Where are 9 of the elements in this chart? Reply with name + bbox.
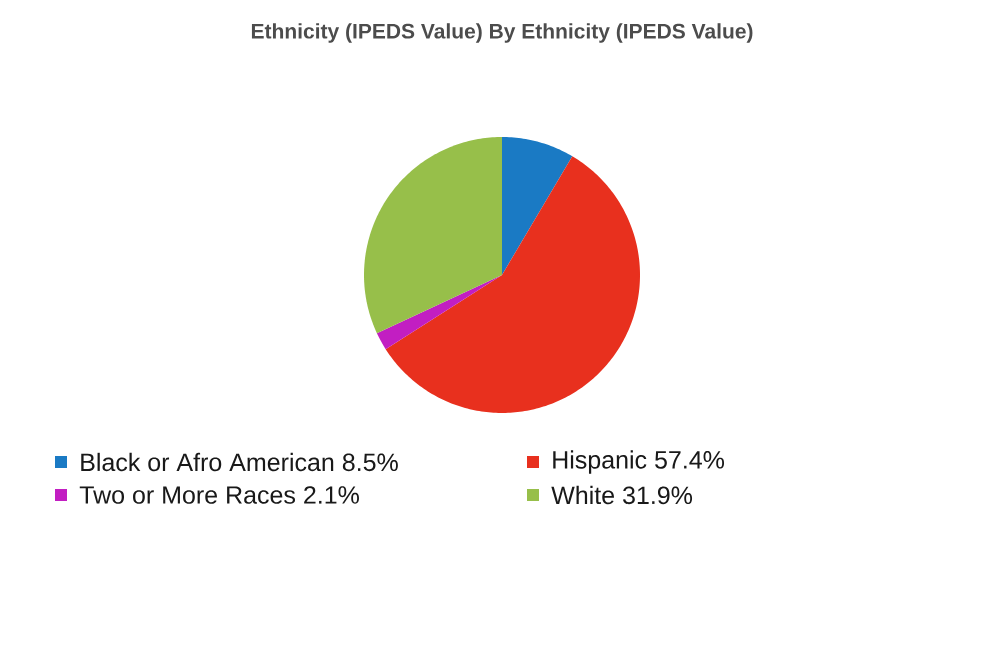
data-label: 57.4%	[655, 451, 725, 469]
legend-label: Hispanic	[553, 450, 647, 474]
data-label: 2.1%	[304, 486, 359, 504]
legend-label: White	[551, 485, 614, 505]
data-label: 8.5%	[342, 453, 398, 472]
chart-title: Ethnicity (IPEDS Value) By Ethnicity (IPEDS Value)	[251, 23, 753, 43]
legend-label: Two or More Races	[79, 486, 295, 504]
data-label: 31.9%	[623, 486, 693, 505]
legend-label: Black or Afro American	[81, 452, 334, 472]
